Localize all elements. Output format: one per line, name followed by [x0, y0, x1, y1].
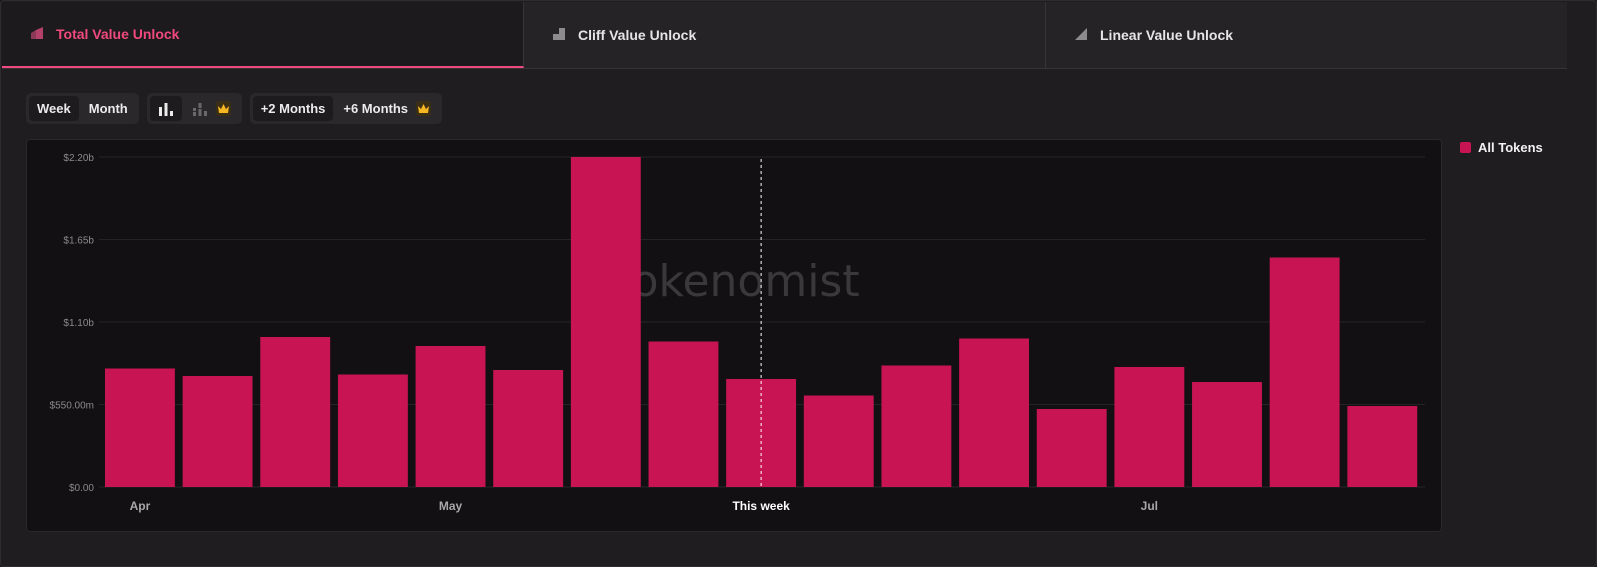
- bar[interactable]: [803, 395, 874, 488]
- tab-linear-value-unlock[interactable]: Linear Value Unlock: [1046, 2, 1567, 68]
- range-toggle: +2 Months +6 Months: [249, 93, 443, 124]
- step-icon: [552, 27, 566, 44]
- tab-total-value-unlock[interactable]: Total Value Unlock: [2, 2, 524, 68]
- bar[interactable]: [726, 379, 797, 487]
- stacked-bar-chart-button[interactable]: [184, 96, 239, 121]
- ramp-icon: [1074, 27, 1088, 44]
- week-button[interactable]: Week: [29, 96, 79, 121]
- plus-2-months-button[interactable]: +2 Months: [252, 96, 334, 121]
- month-button[interactable]: Month: [88, 101, 128, 116]
- y-tick-label: $1.10b: [63, 318, 94, 329]
- bar-chart-icon: [158, 102, 173, 116]
- y-tick-label: $550.00m: [50, 401, 94, 412]
- bar[interactable]: [1192, 382, 1262, 487]
- bar[interactable]: [182, 376, 253, 487]
- legend-swatch: [1460, 142, 1471, 153]
- chart-mode-toggle: [146, 93, 242, 124]
- bar[interactable]: [1114, 367, 1185, 487]
- y-tick-label: $1.65b: [63, 236, 94, 247]
- legend-label: All Tokens: [1478, 140, 1543, 155]
- bar[interactable]: [105, 368, 175, 488]
- tab-label: Linear Value Unlock: [1100, 27, 1234, 43]
- bar[interactable]: [493, 370, 564, 487]
- bar[interactable]: [1036, 409, 1107, 487]
- stacked-bar-chart-icon: [192, 102, 207, 116]
- crown-icon: [215, 101, 231, 116]
- period-toggle: Week Month: [26, 93, 139, 124]
- range-label: +6 Months: [343, 101, 409, 116]
- y-tick-label: $0.00: [69, 483, 94, 494]
- legend[interactable]: All Tokens: [1460, 140, 1543, 155]
- bar[interactable]: [260, 337, 331, 487]
- tab-bar: Total Value Unlock Cliff Value Unlock Li…: [2, 2, 1567, 69]
- bar[interactable]: [415, 346, 486, 487]
- watermark: tokenomist: [614, 256, 859, 307]
- bar[interactable]: [648, 341, 719, 488]
- bar[interactable]: [959, 338, 1029, 488]
- y-tick-label: $2.20b: [63, 153, 94, 164]
- bar[interactable]: [1347, 406, 1418, 487]
- bar[interactable]: [570, 157, 641, 487]
- x-tick-label: Jul: [1141, 499, 1158, 513]
- bar[interactable]: [881, 365, 952, 488]
- tab-label: Cliff Value Unlock: [578, 27, 697, 43]
- chart-area: $0.00 $550.00m $1.10b $1.65b $2.20b tokenomis…: [26, 139, 1442, 532]
- bar[interactable]: [337, 374, 408, 488]
- tab-cliff-value-unlock[interactable]: Cliff Value Unlock: [524, 2, 1046, 68]
- bar-chart-button[interactable]: [149, 96, 182, 121]
- x-tick-label: Apr: [130, 499, 151, 513]
- tab-label: Total Value Unlock: [56, 26, 180, 42]
- x-tick-label: This week: [732, 499, 790, 513]
- plus-6-months-button[interactable]: +6 Months: [335, 96, 439, 121]
- bar[interactable]: [1269, 257, 1340, 488]
- stacked-bars-icon: [30, 26, 44, 43]
- x-tick-label: May: [439, 499, 463, 513]
- crown-icon: [416, 101, 432, 116]
- chart-controls: Week Month +2 Months: [26, 93, 443, 124]
- bar-chart[interactable]: $0.00 $550.00m $1.10b $1.65b $2.20b tokenomis…: [27, 140, 1443, 533]
